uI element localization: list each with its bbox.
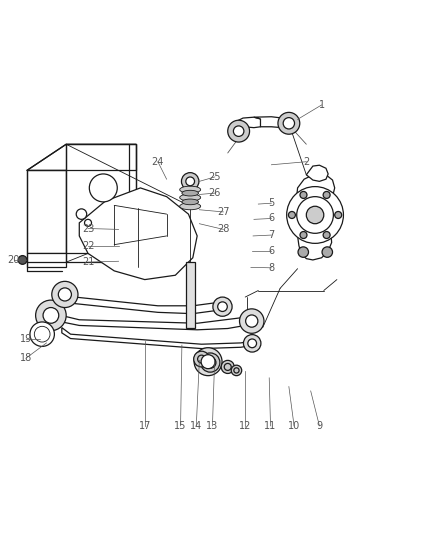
Circle shape xyxy=(85,220,92,227)
Circle shape xyxy=(58,288,71,301)
Circle shape xyxy=(89,174,117,202)
Circle shape xyxy=(297,197,333,233)
Circle shape xyxy=(248,339,257,348)
Polygon shape xyxy=(27,171,66,253)
Polygon shape xyxy=(297,174,335,260)
Circle shape xyxy=(278,112,300,134)
Circle shape xyxy=(322,247,332,257)
Circle shape xyxy=(234,368,239,373)
Circle shape xyxy=(240,309,264,333)
Circle shape xyxy=(201,353,220,372)
Circle shape xyxy=(233,126,244,136)
Text: 19: 19 xyxy=(20,334,32,344)
Text: 9: 9 xyxy=(316,421,322,431)
Polygon shape xyxy=(306,165,328,181)
Polygon shape xyxy=(62,328,254,349)
Circle shape xyxy=(218,302,227,311)
Circle shape xyxy=(288,212,295,219)
Circle shape xyxy=(35,300,66,330)
Text: 2: 2 xyxy=(303,157,310,167)
Polygon shape xyxy=(237,117,263,131)
Ellipse shape xyxy=(180,186,201,193)
Text: 27: 27 xyxy=(217,207,230,217)
Polygon shape xyxy=(49,312,254,330)
Text: 28: 28 xyxy=(217,224,230,235)
Circle shape xyxy=(231,365,242,376)
Circle shape xyxy=(181,173,199,190)
Circle shape xyxy=(244,335,261,352)
Circle shape xyxy=(287,187,343,244)
Circle shape xyxy=(228,120,250,142)
Text: 5: 5 xyxy=(268,198,275,208)
Circle shape xyxy=(300,191,307,198)
Text: 17: 17 xyxy=(138,421,151,431)
Circle shape xyxy=(76,209,87,220)
Circle shape xyxy=(18,256,27,264)
Text: 24: 24 xyxy=(152,157,164,167)
Circle shape xyxy=(198,355,205,363)
Text: 8: 8 xyxy=(268,263,275,273)
Circle shape xyxy=(43,308,59,323)
Text: 1: 1 xyxy=(318,100,325,110)
Text: 14: 14 xyxy=(190,421,202,431)
Text: 6: 6 xyxy=(268,246,275,256)
Polygon shape xyxy=(66,144,136,253)
Circle shape xyxy=(186,177,194,185)
Circle shape xyxy=(224,364,231,370)
Circle shape xyxy=(323,191,330,198)
Polygon shape xyxy=(186,262,194,328)
Text: 12: 12 xyxy=(239,421,251,431)
Ellipse shape xyxy=(182,199,198,205)
Ellipse shape xyxy=(180,194,201,201)
Text: 13: 13 xyxy=(206,421,219,431)
Text: 25: 25 xyxy=(208,172,221,182)
Circle shape xyxy=(246,315,258,327)
Ellipse shape xyxy=(182,190,198,196)
Circle shape xyxy=(194,351,209,367)
Circle shape xyxy=(306,206,324,224)
Circle shape xyxy=(30,322,54,346)
Circle shape xyxy=(194,348,222,376)
Circle shape xyxy=(201,354,215,369)
Text: 20: 20 xyxy=(7,255,20,265)
Text: 22: 22 xyxy=(82,240,94,251)
Polygon shape xyxy=(27,253,66,266)
Polygon shape xyxy=(27,144,136,171)
Text: 21: 21 xyxy=(82,257,94,267)
Text: 11: 11 xyxy=(265,421,277,431)
Circle shape xyxy=(298,247,308,257)
Circle shape xyxy=(300,231,307,238)
Text: 7: 7 xyxy=(268,230,275,240)
Ellipse shape xyxy=(180,203,201,210)
Text: 6: 6 xyxy=(268,214,275,223)
Polygon shape xyxy=(62,292,228,313)
Circle shape xyxy=(323,231,330,238)
Polygon shape xyxy=(79,188,197,280)
Text: 18: 18 xyxy=(20,353,32,363)
Polygon shape xyxy=(254,117,291,128)
Text: 26: 26 xyxy=(208,188,221,198)
Circle shape xyxy=(335,212,342,219)
Circle shape xyxy=(221,360,234,374)
Circle shape xyxy=(213,297,232,316)
Circle shape xyxy=(205,357,216,368)
Text: 10: 10 xyxy=(288,421,300,431)
Text: 15: 15 xyxy=(174,421,187,431)
Text: 23: 23 xyxy=(82,223,94,233)
Circle shape xyxy=(283,118,294,129)
Circle shape xyxy=(52,281,78,308)
